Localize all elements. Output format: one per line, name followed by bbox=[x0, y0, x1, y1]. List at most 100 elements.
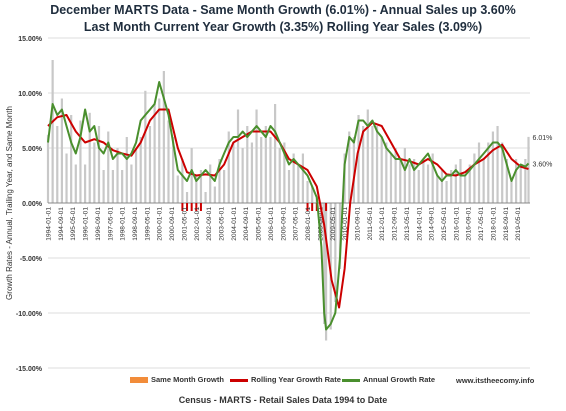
bar bbox=[264, 126, 267, 203]
bar bbox=[527, 136, 530, 203]
bar bbox=[477, 142, 481, 203]
bar bbox=[65, 153, 68, 203]
y-axis-label: Growth Rates - Annual, Trailing Year, an… bbox=[5, 106, 14, 300]
x-tick-label: 1997-05-01 bbox=[107, 207, 114, 241]
bar bbox=[413, 159, 416, 203]
x-tick-label: 2000-01-01 bbox=[157, 207, 164, 241]
bar bbox=[496, 126, 499, 203]
x-tick-label: 2015-05-01 bbox=[441, 207, 448, 241]
bar bbox=[130, 164, 133, 203]
bar bbox=[366, 109, 369, 203]
bar bbox=[338, 203, 342, 269]
bar bbox=[440, 170, 444, 203]
bar bbox=[93, 142, 96, 203]
bar bbox=[514, 159, 518, 203]
legend-swatch-same-month bbox=[130, 377, 148, 384]
bar bbox=[125, 137, 128, 203]
recession-mark bbox=[306, 203, 309, 211]
legend-swatch-rolling-year bbox=[230, 378, 248, 382]
bar bbox=[176, 175, 179, 203]
bar bbox=[79, 120, 82, 203]
x-tick-label: 2002-09-01 bbox=[206, 207, 213, 241]
bar bbox=[348, 131, 351, 203]
bar bbox=[311, 186, 314, 203]
bar bbox=[375, 126, 379, 203]
bar bbox=[426, 164, 430, 203]
bar bbox=[139, 137, 142, 203]
chart-footer: Census - MARTS - Retail Sales Data 1994 … bbox=[178, 395, 388, 405]
recession-mark bbox=[190, 203, 193, 211]
x-tick-label: 1996-01-01 bbox=[83, 207, 90, 241]
x-tick-label: 2018-09-01 bbox=[503, 207, 510, 241]
x-tick-label: 2004-09-01 bbox=[243, 207, 250, 241]
x-tick-label: 2006-01-01 bbox=[268, 207, 275, 241]
bar bbox=[162, 71, 165, 203]
bar bbox=[111, 170, 114, 203]
legend-item-rolling-year: Rolling Year Growth Rate bbox=[230, 375, 341, 384]
x-tick-label: 2012-01-01 bbox=[379, 207, 386, 241]
bar bbox=[51, 60, 54, 203]
x-tick-label: 1994-09-01 bbox=[58, 207, 65, 241]
bar bbox=[324, 203, 328, 341]
bar bbox=[246, 126, 249, 203]
bar bbox=[301, 153, 305, 203]
bar bbox=[134, 148, 138, 203]
y-tick-label: -15.00% bbox=[16, 366, 43, 373]
x-tick-label: 2013-05-01 bbox=[404, 207, 411, 241]
x-tick-label: 1998-01-01 bbox=[120, 207, 127, 241]
bar bbox=[408, 164, 411, 203]
bar bbox=[255, 109, 258, 203]
bar bbox=[250, 142, 254, 203]
bar bbox=[116, 148, 119, 203]
bar bbox=[436, 175, 439, 203]
legend-label-same-month: Same Month Growth bbox=[151, 375, 224, 384]
bar bbox=[473, 153, 476, 203]
bar bbox=[385, 142, 388, 203]
bar bbox=[501, 142, 504, 203]
x-tick-label: 1995-05-01 bbox=[70, 207, 77, 241]
recession-mark bbox=[311, 203, 314, 211]
bar bbox=[181, 159, 184, 203]
recession-mark bbox=[199, 203, 202, 211]
data-label: 3.60% bbox=[533, 161, 553, 168]
bar bbox=[334, 203, 337, 302]
bar bbox=[56, 126, 59, 203]
bar bbox=[450, 170, 453, 203]
legend-swatch-annual bbox=[342, 378, 360, 382]
x-tick-label: 2010-09-01 bbox=[354, 207, 361, 241]
x-tick-label: 2018-01-01 bbox=[490, 207, 497, 241]
bar bbox=[519, 164, 522, 203]
x-tick-label: 2009-05-01 bbox=[330, 207, 337, 241]
bar bbox=[287, 170, 291, 203]
bar bbox=[60, 98, 64, 203]
bar bbox=[218, 159, 221, 203]
bar bbox=[482, 159, 485, 203]
x-tick-label: 2002-01-01 bbox=[194, 207, 201, 241]
bar bbox=[107, 131, 110, 203]
bar bbox=[199, 170, 203, 203]
bar bbox=[468, 164, 471, 203]
chart-title-line1: December MARTS Data - Same Month Growth … bbox=[50, 3, 516, 17]
x-tick-label: 2011-05-01 bbox=[367, 207, 374, 241]
series-line-annual bbox=[47, 81, 530, 331]
bar bbox=[97, 126, 101, 203]
legend-item-same-month: Same Month Growth bbox=[130, 375, 224, 384]
y-tick-label: -10.00% bbox=[16, 311, 43, 318]
bar bbox=[241, 148, 244, 203]
bar bbox=[320, 203, 323, 236]
legend-item-annual: Annual Growth Rate bbox=[342, 375, 435, 384]
bar bbox=[278, 148, 281, 203]
bar bbox=[209, 164, 212, 203]
x-tick-label: 2001-05-01 bbox=[181, 207, 188, 241]
bar bbox=[190, 148, 193, 203]
bar bbox=[102, 170, 105, 203]
bar bbox=[83, 164, 87, 203]
bar bbox=[524, 159, 527, 203]
bar bbox=[464, 175, 467, 203]
bar bbox=[153, 104, 156, 203]
bar bbox=[232, 142, 235, 203]
bar bbox=[185, 192, 189, 203]
bar bbox=[283, 142, 286, 203]
